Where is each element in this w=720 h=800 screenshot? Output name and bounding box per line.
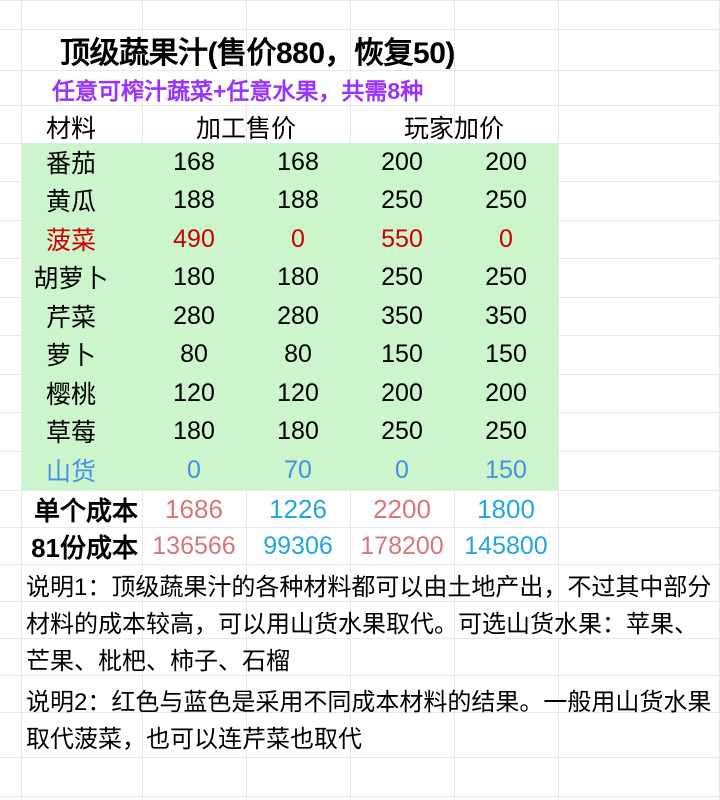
table-row: 菠菜 490 0 550 0 [0,220,720,259]
gridline-vertical [21,0,22,800]
gridline-horizontal [0,564,720,565]
summary-value: 1686 [165,494,223,524]
summary-value: 2200 [373,494,431,524]
ingredient-name: 芹菜 [45,304,96,333]
summary-value: 1226 [269,494,327,524]
gridline-horizontal [0,757,720,758]
ingredient-value: 120 [277,378,319,407]
ingredient-value: 70 [284,455,312,484]
ingredient-name: 山货 [45,458,96,487]
gridline-horizontal [0,29,720,30]
ingredient-value: 180 [173,416,215,445]
ingredient-name: 菠菜 [45,227,96,256]
ingredient-value: 550 [381,224,423,253]
column-header-player-markup: 玩家加价 [403,115,504,143]
ingredient-block-highlight [22,143,558,490]
summary-label: 81份成本 [31,533,138,563]
gridline-vertical [558,0,559,800]
ingredient-name: 黄瓜 [45,188,96,217]
gridline-horizontal [0,675,720,676]
summary-row-unit-cost: 单个成本 1686 1226 2200 1800 [0,491,720,528]
recipe-title-row: 顶级蔬果汁(售价880，恢复50) [0,30,720,70]
ingredient-value: 168 [277,147,319,176]
ingredient-name: 番茄 [45,150,96,179]
ingredient-value: 250 [381,416,423,445]
ingredient-value: 0 [499,224,513,253]
ingredient-value: 150 [381,339,423,368]
ingredient-value: 150 [485,455,527,484]
ingredient-value: 200 [381,147,423,176]
table-row: 番茄 168 168 200 200 [0,143,720,182]
table-row: 胡萝卜 180 180 250 250 [0,258,720,297]
explanation-note-1: 说明1：顶级蔬果汁的各种材料都可以由土地产出，不过其中部分材料的成本较高，可以用… [26,574,712,675]
gridline-horizontal [0,527,720,528]
ingredient-value: 200 [485,147,527,176]
column-header-material: 材料 [45,115,96,143]
ingredient-value: 188 [173,185,215,214]
ingredient-value: 80 [284,339,312,368]
summary-row-batch-cost: 81份成本 136566 99306 178200 145800 [0,528,720,565]
ingredient-value: 250 [485,185,527,214]
ingredient-name: 樱桃 [45,381,96,410]
ingredient-name: 草莓 [45,419,96,448]
ingredient-value: 200 [485,378,527,407]
gridline-horizontal [0,105,720,106]
ingredient-value: 350 [381,301,423,330]
ingredient-value: 180 [173,262,215,291]
table-row: 萝卜 80 80 150 150 [0,335,720,374]
summary-value: 178200 [360,532,444,560]
ingredient-value: 200 [381,378,423,407]
gridline-horizontal [0,601,720,602]
ingredient-value: 180 [277,262,319,291]
ingredient-value: 280 [277,301,319,330]
ingredient-value: 80 [180,339,208,368]
gridline-horizontal [0,0,720,1]
ingredient-value: 490 [173,224,215,253]
ingredient-name: 萝卜 [45,342,96,371]
gridline-horizontal [0,638,720,639]
ingredient-name: 胡萝卜 [33,265,109,294]
summary-value: 145800 [464,532,548,560]
ingredient-value: 188 [277,185,319,214]
ingredient-value: 250 [485,416,527,445]
ingredient-value: 120 [173,378,215,407]
ingredient-value: 0 [187,455,201,484]
ingredient-value: 280 [173,301,215,330]
summary-value: 99306 [263,532,333,560]
ingredient-value: 0 [395,455,409,484]
ingredient-value: 180 [277,416,319,445]
table-row: 樱桃 120 120 200 200 [0,374,720,413]
ingredient-value: 250 [381,262,423,291]
summary-label: 单个成本 [33,496,138,526]
recipe-subtitle: 任意可榨汁蔬菜+任意水果，共需8种 [52,78,424,104]
ingredient-value: 0 [291,224,305,253]
column-header-processing-price: 加工售价 [195,115,296,143]
table-row: 芹菜 280 280 350 350 [0,297,720,336]
table-row: 山货 0 70 0 150 [0,451,720,490]
ingredient-value: 350 [485,301,527,330]
gridline-horizontal [0,490,720,491]
gridline-horizontal [0,796,720,797]
summary-value: 1800 [477,494,535,524]
table-row: 黄瓜 188 188 250 250 [0,181,720,220]
explanation-note-2: 说明2：红色与蓝色是采用不同成本材料的结果。一般用山货水果取代菠菜，也可以连芹菜… [26,689,712,753]
ingredient-value: 250 [485,262,527,291]
gridline-horizontal [0,70,720,71]
page-title: 顶级蔬果汁(售价880，恢复50) [60,37,455,70]
ingredient-value: 168 [173,147,215,176]
table-header-row: 材料 加工售价 玩家加价 [0,110,720,144]
recipe-subtitle-row: 任意可榨汁蔬菜+任意水果，共需8种 [0,74,720,104]
table-row: 草莓 180 180 250 250 [0,412,720,451]
ingredient-value: 150 [485,339,527,368]
ingredient-value: 250 [381,185,423,214]
gridline-horizontal [0,712,720,713]
summary-value: 136566 [152,532,236,560]
